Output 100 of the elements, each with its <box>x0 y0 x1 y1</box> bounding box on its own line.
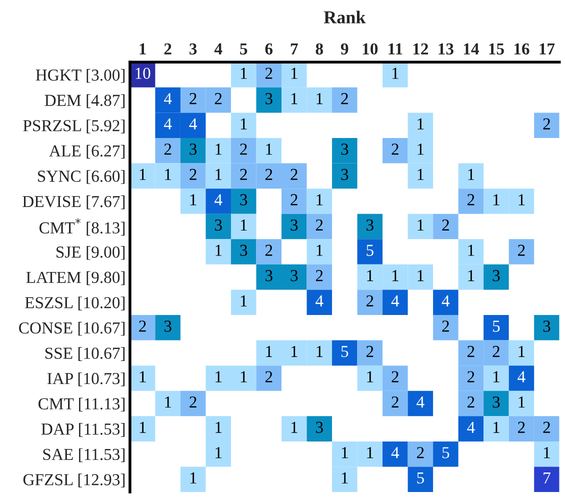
data-label: 1 <box>518 346 525 357</box>
x-tick-label: 8 <box>316 43 324 55</box>
data-label: 1 <box>342 472 348 484</box>
x-tick-label: 7 <box>290 43 298 54</box>
y-tick-label: ESZSL [10.20] <box>25 296 125 310</box>
data-label: 3 <box>316 422 323 433</box>
data-label: 1 <box>266 144 272 155</box>
data-label: 1 <box>494 422 500 433</box>
data-label: 3 <box>266 93 272 104</box>
data-label: 2 <box>442 320 449 332</box>
x-tick-label: 15 <box>489 43 504 55</box>
data-label: 5 <box>417 472 424 484</box>
data-label: 1 <box>216 144 222 155</box>
data-label: 1 <box>367 270 374 282</box>
data-label: 2 <box>392 396 398 408</box>
data-label: 4 <box>442 295 450 306</box>
data-label: 7 <box>544 472 550 484</box>
data-label: 1 <box>291 422 298 433</box>
data-label: 3 <box>341 168 348 180</box>
data-label: 1 <box>518 396 525 408</box>
data-label: 4 <box>518 371 526 382</box>
data-label: 1 <box>291 346 298 357</box>
data-label: 2 <box>265 371 272 382</box>
data-label: 4 <box>189 118 198 130</box>
data-label: 2 <box>366 346 374 357</box>
data-label: 1 <box>165 396 172 408</box>
data-label: 1 <box>367 447 374 458</box>
x-tick-label: 12 <box>413 43 428 54</box>
data-label: 2 <box>416 447 424 458</box>
x-tick-label: 3 <box>190 43 197 55</box>
data-label: 1 <box>216 244 222 256</box>
data-label: 3 <box>492 270 500 282</box>
data-label: 2 <box>265 244 272 256</box>
data-label: 1 <box>266 346 272 357</box>
data-label: 2 <box>518 422 525 433</box>
data-label: 2 <box>468 396 474 408</box>
data-label: 5 <box>341 346 348 358</box>
data-label: 10 <box>136 68 150 79</box>
data-label: 3 <box>366 219 374 231</box>
data-label: 2 <box>290 168 298 180</box>
data-label: 3 <box>214 219 222 231</box>
x-tick-label: 6 <box>265 43 273 55</box>
data-label: 5 <box>366 244 374 256</box>
data-label: 3 <box>543 320 550 332</box>
data-label: 1 <box>316 244 323 256</box>
data-label: 1 <box>468 270 474 282</box>
y-tick-label: SYNC [6.60] <box>38 170 125 184</box>
data-label: 1 <box>240 118 247 130</box>
data-label: 1 <box>316 346 323 357</box>
data-label: 1 <box>468 244 474 256</box>
data-label: 5 <box>442 447 450 458</box>
chart-title: Rank <box>324 10 366 24</box>
data-label: 2 <box>290 194 298 206</box>
data-label: 1 <box>190 472 196 484</box>
data-label: 1 <box>291 68 298 79</box>
data-label: 4 <box>416 396 424 408</box>
data-label: 3 <box>290 270 298 282</box>
data-label: 4 <box>467 422 475 433</box>
data-label: 1 <box>342 447 348 458</box>
data-label: 2 <box>139 320 146 332</box>
data-label: 4 <box>214 194 222 206</box>
data-label: 2 <box>543 118 550 130</box>
data-label: 3 <box>266 270 272 282</box>
data-label: 4 <box>316 295 324 306</box>
data-label: 1 <box>216 168 222 180</box>
data-label: 1 <box>418 220 424 231</box>
x-tick-label: 4 <box>214 43 222 54</box>
x-tick-label: 5 <box>240 43 248 55</box>
data-label: 2 <box>392 144 398 155</box>
data-label: 1 <box>240 68 247 79</box>
data-label: 1 <box>140 371 146 382</box>
data-label: 2 <box>265 168 272 180</box>
data-label: 2 <box>468 346 474 357</box>
data-label: 1 <box>240 295 247 306</box>
data-label: 5 <box>493 320 500 332</box>
data-label: 1 <box>316 93 323 104</box>
data-label: 2 <box>468 371 474 382</box>
y-tick-label: IAP [10.73] <box>47 372 125 386</box>
y-tick-label: CMT$^{*}$ [8.13] <box>39 218 125 236</box>
data-label: 2 <box>164 144 172 155</box>
data-label: 3 <box>240 194 248 206</box>
data-label: 2 <box>316 270 323 282</box>
x-tick-label: 1 <box>140 43 146 54</box>
data-label: 2 <box>341 93 348 104</box>
data-label: 1 <box>140 422 146 433</box>
x-tick-label: 10 <box>362 43 378 55</box>
y-tick-label: PSRZSL [5.92] <box>23 120 125 134</box>
data-label: 1 <box>418 168 424 180</box>
data-label: 3 <box>190 144 197 155</box>
data-label: 1 <box>216 371 222 382</box>
data-label: 3 <box>240 244 248 256</box>
data-label: 1 <box>140 168 146 180</box>
y-tick-label: LATEM [9.80] <box>26 271 125 286</box>
data-label: 2 <box>518 244 525 256</box>
data-label: 2 <box>492 346 500 357</box>
data-label: 1 <box>216 447 222 458</box>
y-tick-label: ALE [6.27] <box>49 144 125 159</box>
data-label: 1 <box>240 220 247 231</box>
y-tick-label: CONSE [10.67] <box>19 322 125 336</box>
data-label: 1 <box>518 194 525 206</box>
